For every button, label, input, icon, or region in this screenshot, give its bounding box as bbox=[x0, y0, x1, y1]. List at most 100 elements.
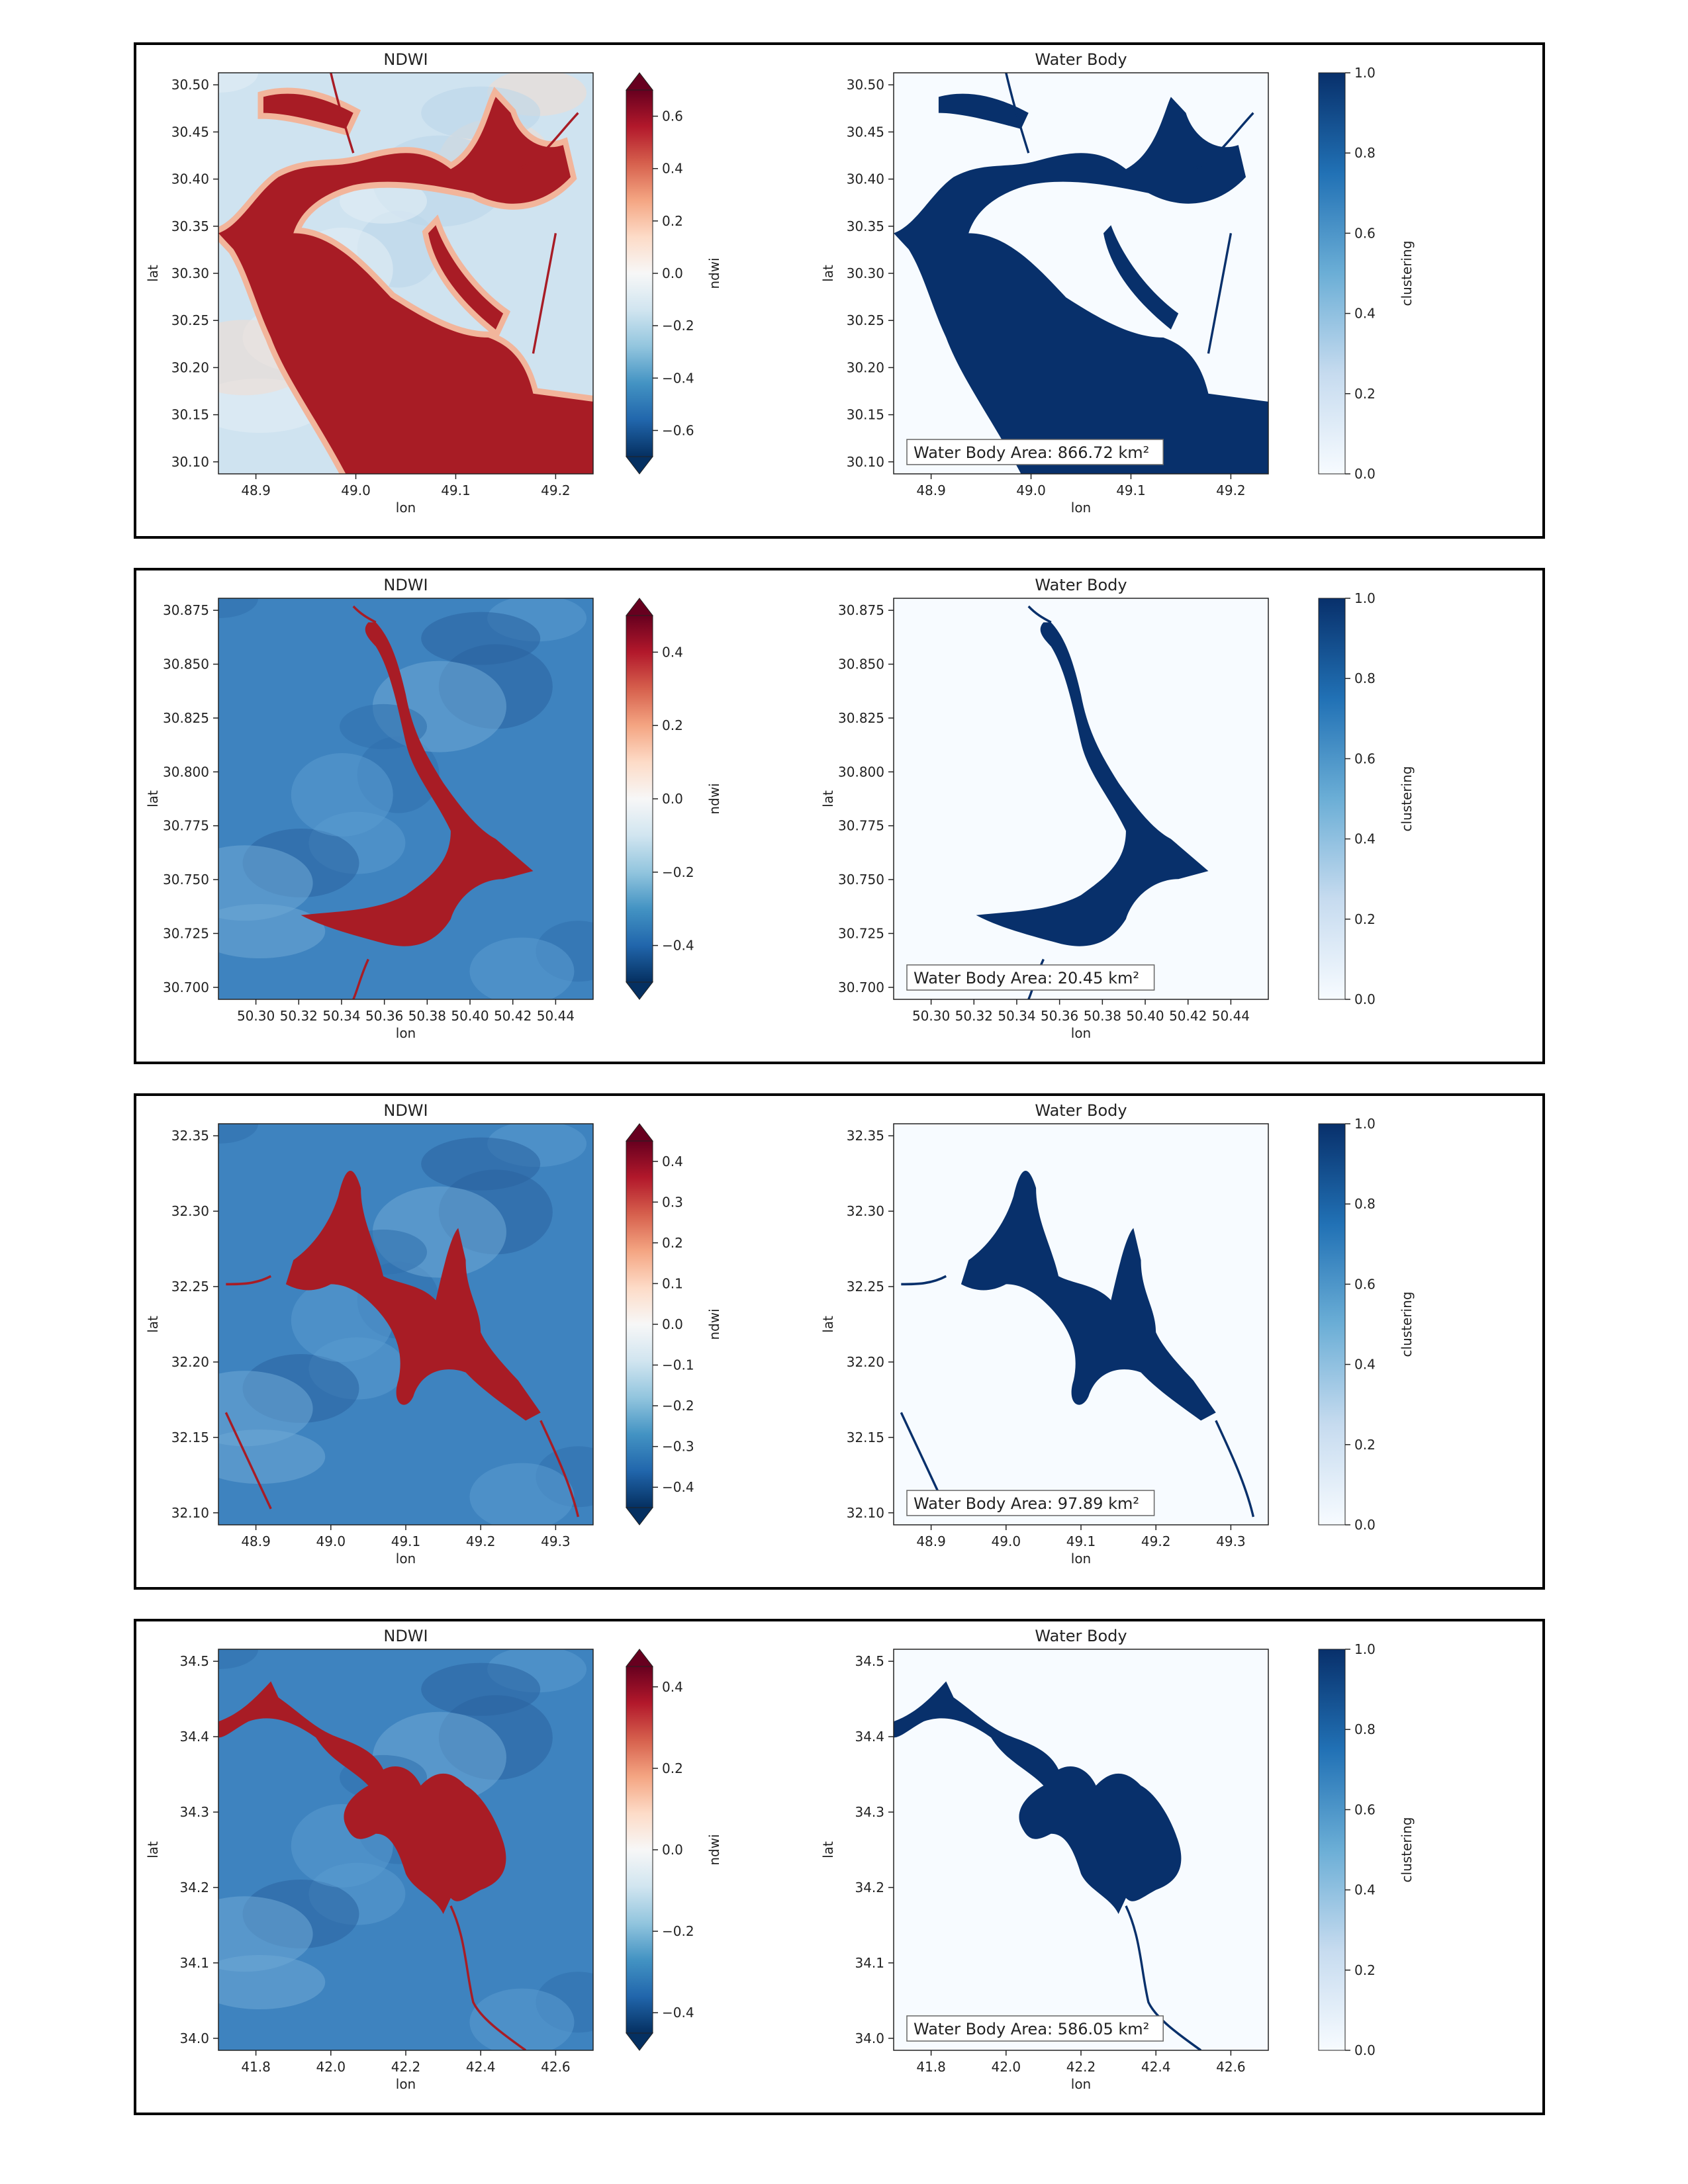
p4-water-image bbox=[894, 1649, 1268, 2050]
p2-water-xtick-label: 50.44 bbox=[1212, 1008, 1250, 1024]
p4-ndwi-ytick-label: 34.5 bbox=[179, 1653, 209, 1669]
p2-ndwi-texture bbox=[421, 612, 541, 665]
p4-water-xtick-label: 42.4 bbox=[1141, 2059, 1171, 2075]
p3-ndwi-colorbar-tick-label: 0.0 bbox=[662, 1316, 683, 1332]
p2-ndwi-colorbar-tick-label: 0.2 bbox=[662, 717, 683, 733]
p2-ndwi-ytick-label: 30.725 bbox=[163, 925, 209, 941]
p3-ndwi-colorbar-extend-top bbox=[625, 1123, 654, 1142]
p4-ndwi-water-shape bbox=[218, 1681, 506, 1914]
p1-water-colorbar-bar bbox=[1318, 72, 1346, 475]
p1-water-colorbar-tick-label: 0.8 bbox=[1354, 145, 1376, 161]
p1-ndwi-xtick-label: 49.0 bbox=[341, 482, 371, 498]
p4-ndwi-xtick-label: 42.4 bbox=[466, 2059, 496, 2075]
p3-ndwi-colorbar-extend-bottom bbox=[625, 1507, 654, 1525]
p3-ndwi-tributary bbox=[539, 1420, 580, 1518]
p1-water-water-shape bbox=[938, 93, 1029, 129]
p4-water-area-box bbox=[906, 2015, 1164, 2042]
p1-ndwi-water-shape bbox=[218, 97, 593, 474]
p2-water-xtick-label: 50.30 bbox=[912, 1008, 950, 1024]
p1-water-tributary bbox=[1005, 73, 1030, 154]
p3-ndwi-tributary bbox=[226, 1275, 271, 1286]
p2-ndwi-texture bbox=[469, 937, 575, 999]
p1-ndwi-ylabel: lat bbox=[145, 265, 161, 282]
p1-water-ytick-label: 30.35 bbox=[847, 218, 884, 234]
p1-water-xtick-label: 49.0 bbox=[1016, 482, 1046, 498]
p2-water-xtick-label: 50.36 bbox=[1041, 1008, 1078, 1024]
p1-ndwi-image bbox=[218, 73, 593, 474]
p2-ndwi-colorbar-extend-bottom bbox=[625, 981, 654, 1000]
p2-ndwi-colorbar-tick-label: −0.4 bbox=[662, 938, 694, 954]
p3-water-colorbar-label: clustering bbox=[1399, 1292, 1415, 1357]
p3-water-image bbox=[894, 1124, 1268, 1525]
p3-ndwi-texture bbox=[421, 1137, 541, 1191]
p3-ndwi-colorbar-tick-label: −0.4 bbox=[662, 1479, 694, 1495]
p2-water-xtick-label: 50.38 bbox=[1084, 1008, 1121, 1024]
p1-ndwi-colorbar-tick-label: −0.2 bbox=[662, 318, 694, 334]
p4-water-xtick-label: 41.8 bbox=[916, 2059, 946, 2075]
p2-water-area-box bbox=[906, 964, 1155, 991]
p4-water-ytick-label: 34.0 bbox=[855, 2030, 884, 2046]
p1-ndwi-colorbar-tick-label: 0.6 bbox=[662, 109, 683, 124]
p3-ndwi-colorbar-bar bbox=[626, 1140, 653, 1508]
p2-water-colorbar-tick-label: 0.2 bbox=[1354, 911, 1376, 927]
p2-ndwi-image bbox=[218, 598, 593, 999]
figure-panel-4-svg: NDWI 41.8 42.0 42.2 42.4 42.6 lon 34.5 34.4 34.3 3… bbox=[145, 1627, 1415, 2092]
p2-ndwi-ytick-label: 30.800 bbox=[163, 764, 209, 780]
p4-ndwi-colorbar-tick-label: 0.2 bbox=[662, 1760, 683, 1776]
p1-water-colorbar-tick-label: 1.0 bbox=[1354, 65, 1376, 81]
p3-ndwi-ytick-label: 32.30 bbox=[171, 1203, 209, 1219]
p3-ndwi-xtick-label: 49.0 bbox=[316, 1533, 346, 1549]
p1-water-water-shape bbox=[894, 97, 1268, 474]
p3-water-ytick-label: 32.35 bbox=[847, 1128, 884, 1144]
p1-ndwi-colorbar-label: ndwi bbox=[706, 257, 722, 289]
p3-water-colorbar-tick-label: 0.2 bbox=[1354, 1437, 1376, 1453]
p2-ndwi-colorbar-tick-label: 0.0 bbox=[662, 791, 683, 807]
p2-ndwi-frame bbox=[218, 598, 594, 1000]
p3-ndwi-image bbox=[218, 1124, 593, 1525]
p2-water-ytick-label: 30.725 bbox=[838, 925, 884, 941]
p3-ndwi-colorbar-tick-label: 0.3 bbox=[662, 1194, 683, 1210]
p3-ndwi-texture bbox=[218, 1124, 258, 1144]
p1-ndwi-texture bbox=[218, 73, 258, 93]
p4-water-colorbar-tick-label: 0.2 bbox=[1354, 1962, 1376, 1978]
p2-ndwi-xtick-label: 50.38 bbox=[408, 1008, 446, 1024]
p3-water-ylabel: lat bbox=[820, 1316, 836, 1333]
p1-water-tributary bbox=[1207, 233, 1233, 354]
p4-water-ylabel: lat bbox=[820, 1841, 836, 1858]
p1-ndwi-ytick-label: 30.50 bbox=[171, 77, 209, 93]
p1-ndwi-ytick-label: 30.15 bbox=[171, 407, 209, 423]
p1-ndwi-ytick-label: 30.45 bbox=[171, 124, 209, 140]
p4-ndwi-xlabel: lon bbox=[396, 2076, 416, 2092]
p4-ndwi-colorbar-tick-label: −0.4 bbox=[662, 2005, 694, 2021]
p1-ndwi-colorbar-tick-label: −0.4 bbox=[662, 370, 694, 386]
p4-ndwi-ytick-label: 34.2 bbox=[179, 1880, 209, 1895]
p3-water-xlabel: lon bbox=[1071, 1551, 1091, 1567]
p4-ndwi-xtick-label: 42.2 bbox=[391, 2059, 421, 2075]
p1-ndwi-colorbar-tick-label: −0.6 bbox=[662, 422, 694, 438]
p2-water-ytick-label: 30.800 bbox=[838, 764, 884, 780]
p2-ndwi-xtick-label: 50.36 bbox=[365, 1008, 403, 1024]
p3-ndwi-xtick-label: 49.3 bbox=[541, 1533, 571, 1549]
p4-ndwi-ytick-label: 34.4 bbox=[179, 1729, 209, 1745]
p2-ndwi-xlabel: lon bbox=[396, 1025, 416, 1041]
p3-ndwi-colorbar-tick-label: 0.1 bbox=[662, 1275, 683, 1291]
p4-ndwi-colorbar-extend-bottom bbox=[625, 2032, 654, 2051]
figure-panel-1: NDWI 48.9 49.0 49.1 49.2 lon 30.50 30.45 30.40 30… bbox=[134, 42, 1545, 539]
p4-ndwi-colorbar-label: ndwi bbox=[706, 1834, 722, 1865]
p3-ndwi-ytick-label: 32.35 bbox=[171, 1128, 209, 1144]
p2-ndwi-texture bbox=[291, 752, 393, 837]
p2-water-title: Water Body bbox=[1035, 576, 1127, 594]
p1-ndwi-xtick-label: 49.2 bbox=[541, 482, 571, 498]
p1-ndwi-ytick-label: 30.20 bbox=[171, 359, 209, 375]
p4-water-ytick-label: 34.1 bbox=[855, 1955, 884, 1971]
p3-ndwi-texture bbox=[218, 1371, 313, 1447]
p2-water-xlabel: lon bbox=[1071, 1025, 1091, 1041]
p3-water-ytick-label: 32.30 bbox=[847, 1203, 884, 1219]
p2-ndwi-ytick-label: 30.850 bbox=[163, 657, 209, 672]
p3-water-area-label: Water Body Area: 97.89 km² bbox=[914, 1494, 1139, 1513]
p4-ndwi-ytick-label: 34.3 bbox=[179, 1804, 209, 1820]
p3-water-colorbar-bar bbox=[1318, 1123, 1346, 1525]
p1-water-ytick-label: 30.10 bbox=[847, 454, 884, 470]
p2-ndwi-ytick-label: 30.825 bbox=[163, 710, 209, 726]
p4-water-ytick-label: 34.5 bbox=[855, 1653, 884, 1669]
